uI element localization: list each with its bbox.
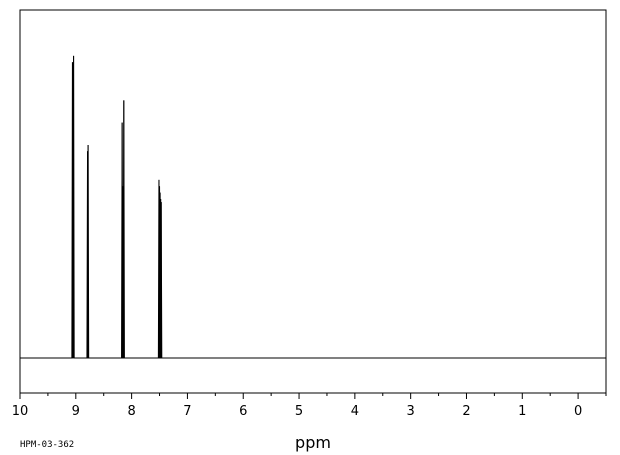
tick-label: 3 <box>407 404 415 419</box>
tick-label: 9 <box>72 404 80 419</box>
x-axis-tick-labels: 10 9 8 7 6 5 4 3 2 1 0 <box>12 404 583 419</box>
spectrum-id-label: HPM-03-362 <box>20 440 74 450</box>
plot-frame <box>19 9 607 394</box>
tick-label: 1 <box>518 404 526 419</box>
x-axis-label: ppm <box>295 433 331 452</box>
tick-label: 2 <box>462 404 470 419</box>
x-axis-ticks <box>19 393 607 399</box>
spectrum-line <box>20 55 606 359</box>
tick-label: 0 <box>574 404 582 419</box>
tick-label: 10 <box>12 404 29 419</box>
tick-label: 7 <box>183 404 191 419</box>
spectrum-peaks <box>71 55 162 358</box>
tick-label: 6 <box>239 404 247 419</box>
tick-label: 5 <box>295 404 303 419</box>
tick-label: 4 <box>351 404 359 419</box>
tick-label: 8 <box>127 404 135 419</box>
